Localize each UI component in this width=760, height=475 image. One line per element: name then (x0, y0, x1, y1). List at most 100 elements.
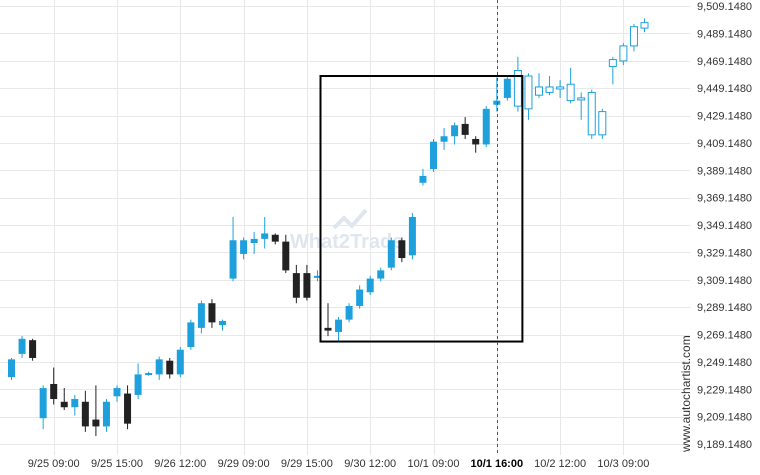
y-tick-label: 9,349.1480 (697, 220, 752, 232)
candle (472, 136, 480, 153)
x-tick-label: 9/25 15:00 (91, 458, 143, 470)
candle (398, 237, 406, 263)
candle-body (145, 373, 153, 376)
candle (124, 385, 132, 430)
pattern-box (319, 75, 524, 343)
candle-body (71, 399, 79, 408)
candle (493, 77, 501, 112)
candle (134, 363, 142, 400)
candle (145, 371, 153, 376)
candle (113, 385, 121, 402)
candle-body (608, 59, 617, 67)
x-tick-label: 10/1 16:00 (470, 458, 523, 470)
candle-body (303, 273, 311, 298)
candle-body (60, 401, 68, 408)
candle-body (345, 305, 353, 320)
x-tick-label: 9/29 15:00 (281, 458, 333, 470)
candle (71, 394, 79, 416)
watermark-text: What2Trade (290, 231, 403, 253)
candle-body (29, 340, 37, 358)
candle (92, 385, 100, 436)
candle (197, 300, 205, 334)
candle-body (566, 83, 575, 102)
y-tick-label: 9,449.1480 (697, 83, 752, 95)
candles (8, 18, 649, 436)
candle (208, 299, 216, 328)
candle-body (619, 45, 628, 62)
candle-body (113, 388, 121, 397)
candle-body (482, 108, 490, 145)
forecast-candle (524, 73, 533, 120)
candle (451, 122, 459, 145)
x-tick-label: 9/30 12:00 (344, 458, 396, 470)
y-tick-label: 9,289.1480 (697, 302, 752, 314)
candle-body (261, 233, 269, 239)
candle-body (240, 240, 248, 254)
forecast-candle (619, 43, 628, 66)
x-tick-label: 10/3 09:00 (597, 458, 649, 470)
candle (430, 138, 437, 172)
watermark-logo: What2Trade (290, 208, 403, 253)
candle-body (39, 388, 47, 419)
y-tick-label: 9,249.1480 (697, 357, 752, 369)
candle (39, 385, 47, 430)
candle (482, 106, 490, 148)
candle (461, 117, 469, 139)
candle-body (208, 303, 216, 323)
candle-body (155, 359, 163, 375)
candle-body (587, 91, 596, 136)
forecast-candle (535, 73, 543, 98)
candle (313, 270, 321, 282)
candle (60, 388, 68, 410)
forecast-candle (629, 23, 638, 52)
x-axis: 9/25 09:00 9/25 15:00 9/26 12:00 9/29 09:00… (28, 458, 650, 470)
candle-body (50, 383, 58, 400)
candle (50, 367, 58, 405)
candle-body (387, 240, 395, 268)
candle-body (440, 136, 448, 142)
candle-body (408, 216, 416, 256)
candle-body (524, 75, 533, 110)
candle-body (503, 78, 511, 98)
candle-body (219, 321, 226, 326)
forecast-candle (608, 56, 617, 85)
candle-body (282, 241, 290, 271)
candle-body (124, 393, 132, 424)
candle (18, 336, 26, 358)
candle (29, 338, 37, 361)
forecast-candle (513, 56, 522, 112)
y-tick-label: 9,329.1480 (697, 247, 752, 259)
candle-body (377, 270, 385, 279)
candle-body (335, 319, 343, 332)
candle-body (271, 234, 279, 242)
y-tick-label: 9,469.1480 (697, 56, 752, 68)
candle (240, 237, 248, 260)
x-tick-label: 9/29 09:00 (218, 458, 270, 470)
candle-body (366, 278, 374, 293)
overlay (319, 0, 524, 455)
candle-body (556, 86, 565, 90)
x-tick-label: 10/2 12:00 (534, 458, 586, 470)
candle (8, 357, 15, 380)
grid-lines (0, 0, 690, 455)
candle-body (629, 26, 638, 47)
candle-body (640, 22, 649, 29)
x-tick-label: 10/1 09:00 (408, 458, 460, 470)
candle-body (493, 100, 501, 105)
candle-body (598, 111, 607, 136)
candle (440, 128, 448, 150)
forecast-candle (545, 76, 554, 96)
candle-body (166, 360, 174, 375)
candle (387, 237, 395, 271)
candle (292, 264, 300, 304)
forecast-candle (598, 108, 607, 139)
x-tick-label: 9/25 09:00 (28, 458, 80, 470)
y-tick-label: 9,229.1480 (697, 384, 752, 396)
forecast-candle (640, 18, 649, 33)
candle-body (229, 240, 237, 279)
candle (219, 319, 226, 331)
y-tick-label: 9,269.1480 (697, 330, 752, 342)
candle-body (324, 327, 332, 331)
candle (377, 267, 385, 282)
